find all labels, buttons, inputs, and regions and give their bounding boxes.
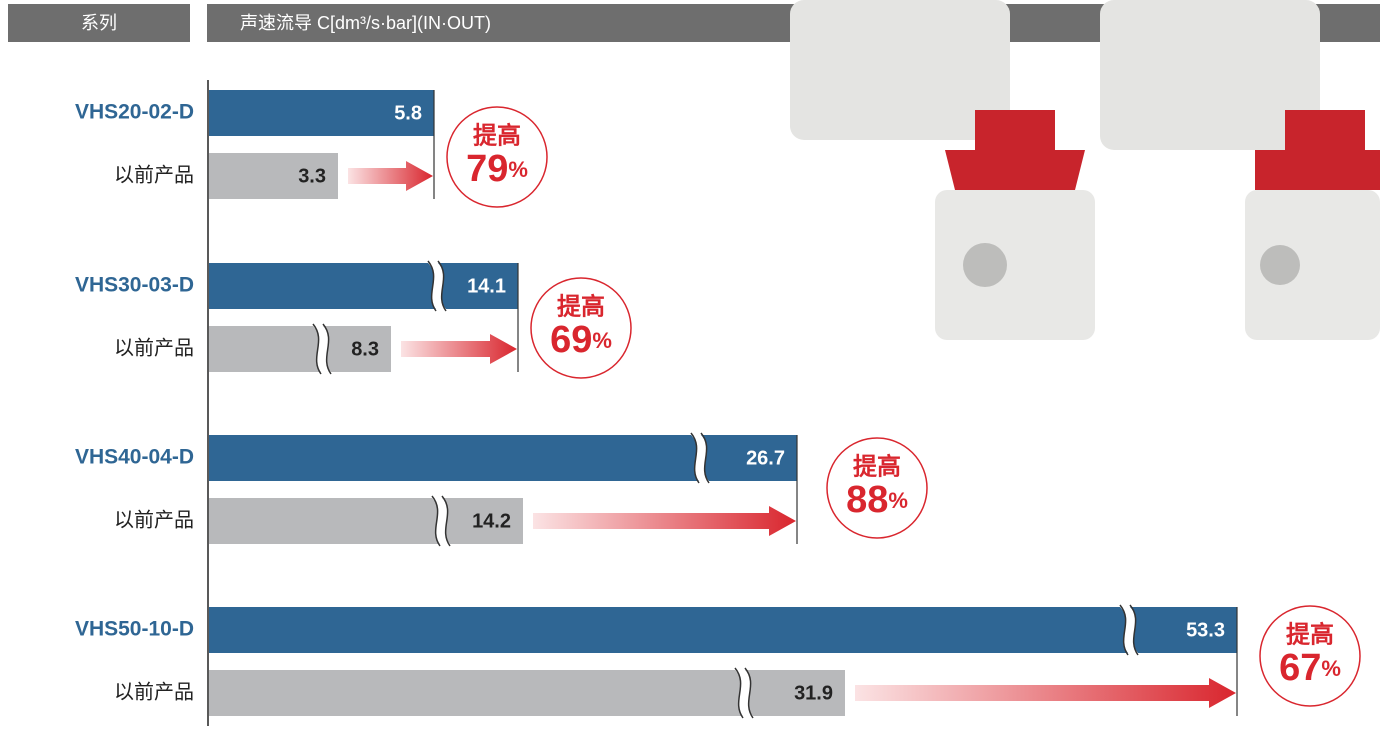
chart: 系列 声速流导 C[dm³/s·bar](IN·OUT) 5.8 VHS20-02… <box>0 0 1380 726</box>
category-label: VHS50-10-D <box>75 618 194 641</box>
arrow <box>348 161 433 191</box>
improvement-unit: % <box>888 488 908 513</box>
previous-label: 以前产品 <box>114 680 194 703</box>
previous-label: 以前产品 <box>114 163 194 186</box>
header-value: 声速流导 C[dm³/s·bar](IN·OUT) <box>240 13 491 33</box>
improvement-number: 88 <box>846 479 888 521</box>
improvement-number: 79 <box>466 148 508 190</box>
bar <box>209 435 797 481</box>
value-label: 26.7 <box>746 447 785 469</box>
value-label: 3.3 <box>298 165 326 187</box>
category-label: VHS40-04-D <box>75 446 194 469</box>
arrow <box>533 506 796 536</box>
value-label: 8.3 <box>351 338 379 360</box>
value-label: 31.9 <box>794 682 833 704</box>
bar <box>209 607 1237 653</box>
improvement-number: 69 <box>550 319 592 361</box>
header-series: 系列 <box>81 13 117 33</box>
value-label: 5.8 <box>394 102 422 124</box>
arrow <box>401 334 517 364</box>
category-label: VHS30-03-D <box>75 274 194 297</box>
improvement-unit: % <box>592 328 612 353</box>
improvement-number: 67 <box>1279 647 1321 689</box>
improvement-label: 提高 <box>1286 620 1334 648</box>
improvement-label: 提高 <box>473 121 521 149</box>
value-label: 14.2 <box>472 510 511 532</box>
product-photo <box>790 0 1380 340</box>
improvement-label: 提高 <box>853 452 901 480</box>
arrow <box>855 678 1236 708</box>
improvement-label: 提高 <box>557 292 605 320</box>
category-label: VHS20-02-D <box>75 101 194 124</box>
value-label: 14.1 <box>467 275 506 297</box>
improvement-unit: % <box>508 157 528 182</box>
previous-label: 以前产品 <box>114 508 194 531</box>
value-label: 53.3 <box>1186 619 1225 641</box>
improvement-unit: % <box>1321 656 1341 681</box>
previous-label: 以前产品 <box>114 336 194 359</box>
